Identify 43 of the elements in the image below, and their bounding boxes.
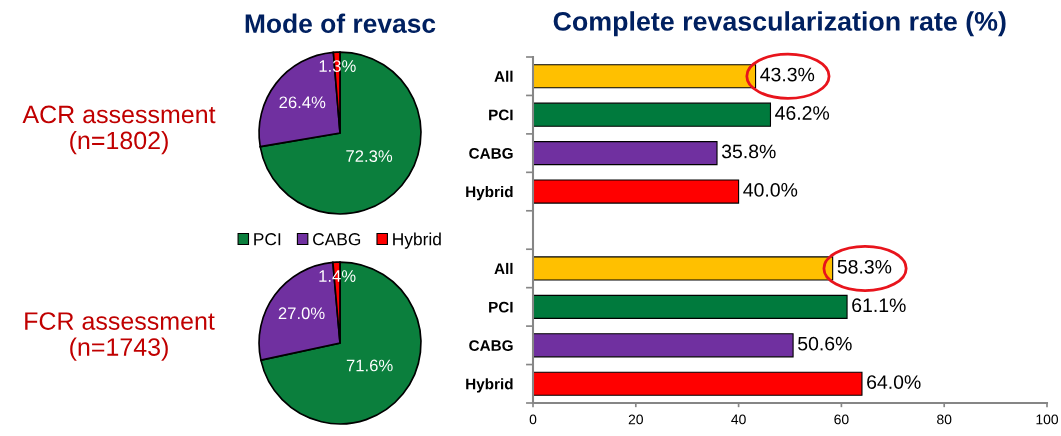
x-tick-label: 0 xyxy=(529,414,537,425)
y-tick-label: Hybrid xyxy=(466,378,513,393)
y-tick-label: PCI xyxy=(489,301,513,313)
legend-label: PCI xyxy=(254,233,281,246)
x-tick-label: 40 xyxy=(731,414,746,425)
x-tick-label: 20 xyxy=(628,414,643,425)
legend-label: Hybrid xyxy=(393,232,441,249)
text: FCR assessment (n=1743) xyxy=(25,312,215,361)
y-tick-label: CABG xyxy=(469,147,513,159)
bar xyxy=(533,141,718,166)
data-label: 26.4% xyxy=(279,96,326,109)
x-tick-label: 100 xyxy=(1036,414,1059,425)
y-tick-label: Hybrid xyxy=(466,186,513,201)
data-label: 40.0% xyxy=(743,183,798,197)
bar xyxy=(533,256,834,281)
y-tick-label: CABG xyxy=(469,340,513,352)
x-tick-label: 60 xyxy=(834,414,849,425)
data-label: 50.6% xyxy=(798,336,852,351)
y-tick-label: All xyxy=(494,262,513,274)
pie-slice xyxy=(260,261,422,425)
data-label: 35.8% xyxy=(721,144,776,159)
x-tick-label: 80 xyxy=(937,414,952,425)
data-label: 58.3% xyxy=(837,259,892,274)
chart-title: Complete revascularization rate (%) xyxy=(553,11,1006,37)
data-label: 72.3% xyxy=(346,150,393,162)
data-label: 61.1% xyxy=(852,298,906,313)
bar xyxy=(533,371,863,396)
data-label: 46.2% xyxy=(775,106,830,120)
y-tick-label: All xyxy=(494,70,513,82)
data-label: 27.0% xyxy=(278,307,325,320)
data-label: 64.0% xyxy=(867,375,921,389)
y-tick-label: PCI xyxy=(489,109,513,121)
text: ACR assessment (n=1802) xyxy=(22,105,216,155)
bar xyxy=(533,294,848,319)
legend-label: CABG xyxy=(313,233,361,246)
data-label: 71.6% xyxy=(346,359,393,372)
chart-title: Mode of revasc xyxy=(245,13,436,33)
bar xyxy=(533,64,757,89)
pie-slice xyxy=(259,51,422,215)
data-label: 43.3% xyxy=(760,67,815,82)
bar xyxy=(533,333,794,358)
bar xyxy=(533,179,740,204)
bar xyxy=(533,102,772,127)
